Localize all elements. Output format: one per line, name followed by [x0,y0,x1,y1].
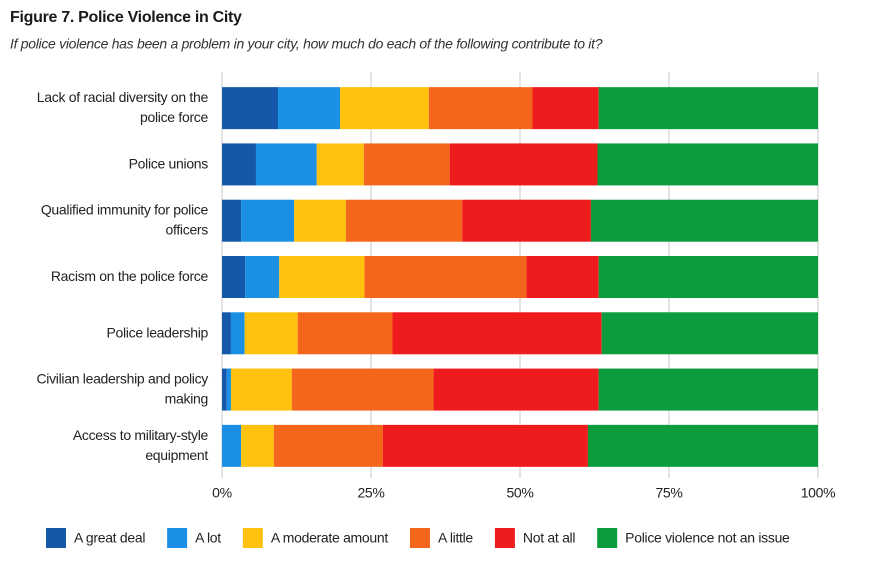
legend-swatch [46,528,66,548]
y-tick-label: Lack of racial diversity on the police fo… [37,89,209,125]
y-tick-label: Police unions [129,155,209,171]
bar-segment [255,143,317,186]
legend-label: A great deal [74,530,145,546]
chart-subtitle: If police violence has been a problem in… [10,36,603,52]
bar-segment [279,256,365,298]
bar-segment [382,424,588,467]
bar-segment [428,87,533,130]
legend-label: A moderate amount [271,530,388,546]
y-tick-label: Police leadership [106,324,208,340]
legend-swatch [167,528,188,548]
x-tick-label: 75% [655,485,682,501]
legend-swatch [409,528,430,548]
bar-segment [278,87,341,130]
bar-segment [340,87,429,130]
bar-segment [345,199,463,242]
bar-segment [601,312,818,355]
bar-segment [449,143,598,186]
bar-segment [222,199,242,242]
bar-segment [245,256,280,298]
legend-label: A lot [195,530,221,546]
bar-segment [294,199,346,242]
x-tick-label: 50% [506,485,533,501]
bar-segment [598,368,818,411]
bar-segment [273,424,383,467]
bar-segment [222,368,227,411]
bar-segment [532,87,599,130]
y-tick-label: Civilian leadership and policy making [36,370,208,406]
legend-label: Police violence not an issue [625,530,790,546]
bar-segment [316,143,364,186]
bar-segment [241,199,295,242]
bar-segment [222,87,279,130]
bar-segment [222,143,256,186]
bar-segment [392,312,602,355]
bar-segment [222,424,242,467]
bar-segment [230,368,292,411]
bar-segment [244,312,298,355]
x-tick-label: 100% [801,485,836,501]
legend-label: A little [438,530,473,546]
bar-segment [587,424,818,467]
legend-swatch [597,528,618,548]
y-tick-label: Qualified immunity for police officers [41,201,209,237]
x-tick-label: 25% [357,485,384,501]
bar-segment [230,312,245,355]
y-tick-label: Access to military-style equipment [73,427,209,463]
bar-segment [590,199,818,242]
bar-segment [598,87,818,130]
bar-segment [462,199,591,242]
bar-segment [222,256,246,298]
bar-segment [363,143,450,186]
chart-title: Figure 7. Police Violence in City [10,9,242,26]
bar-segment [226,368,231,411]
bar-segment [241,424,274,467]
bar-segment [433,368,599,411]
bar-segment [297,312,393,355]
legend-swatch [494,528,515,548]
bar-segment [222,312,231,355]
y-tick-label: Racism on the police force [51,268,209,284]
legend-swatch [242,528,263,548]
bar-segment [597,143,818,186]
bar-segment [526,256,599,298]
legend-label: Not at all [523,530,575,546]
bar-segment [291,368,434,411]
x-tick-label: 0% [212,485,232,501]
bar-segment [364,256,527,298]
bar-segment [598,256,818,298]
